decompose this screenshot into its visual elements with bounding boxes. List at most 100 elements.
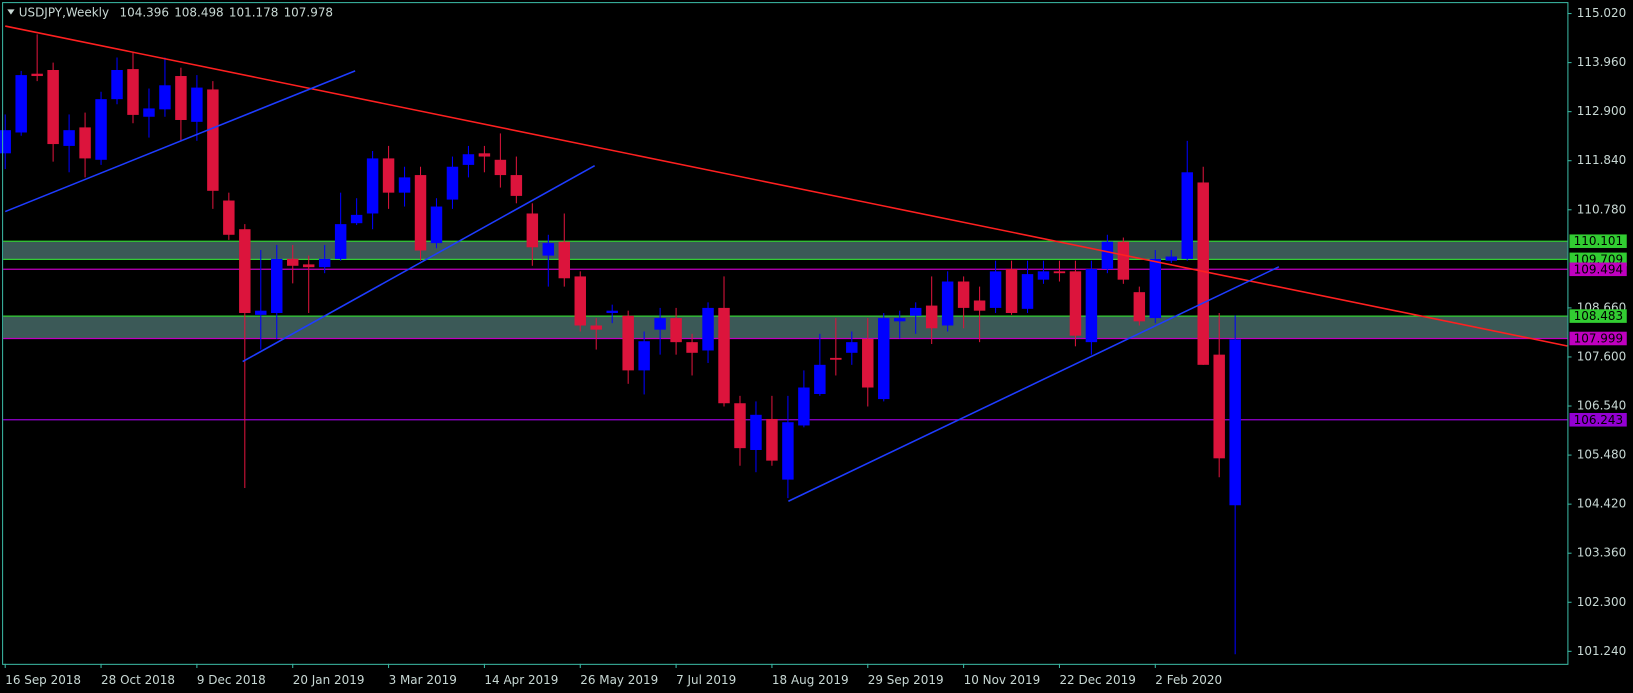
axes: 115.020113.960112.900111.840110.780108.6… (4, 6, 1627, 687)
level-label: 110.101 (1574, 234, 1623, 248)
candle-body (510, 175, 523, 196)
zone (3, 316, 1568, 339)
y-tick-label: 104.420 (1577, 497, 1626, 511)
candle-body (606, 310, 618, 313)
level-label-box (1569, 262, 1627, 277)
candle-body (143, 108, 155, 117)
x-tick-label: 2 Feb 2020 (1155, 673, 1222, 687)
level-label-box (1569, 412, 1627, 427)
candle-body (207, 89, 219, 191)
y-tick-label: 106.540 (1577, 399, 1626, 413)
symbol: USDJPY,Weekly (19, 5, 109, 19)
plot-frame (2, 2, 1569, 665)
header-open: 104.396 (120, 5, 169, 19)
candle-body (239, 229, 251, 313)
zone (3, 241, 1568, 260)
level-label: 109.494 (1574, 262, 1623, 276)
candle-body (941, 281, 954, 326)
y-tick-label: 110.780 (1577, 202, 1626, 216)
candle-body (909, 307, 922, 316)
x-tick-label: 28 Oct 2018 (101, 673, 175, 687)
candle-body (1149, 258, 1162, 319)
x-tick-label: 10 Nov 2019 (964, 673, 1041, 687)
candle-body (1165, 256, 1177, 261)
y-tick-label: 107.600 (1577, 349, 1626, 363)
candle-body (1085, 269, 1098, 343)
y-tick-label: 113.960 (1577, 55, 1626, 69)
candle-body (1229, 339, 1241, 506)
candle-body (782, 422, 794, 480)
candle-body (638, 341, 650, 371)
candle-body (622, 315, 634, 371)
candle-body (1197, 182, 1209, 365)
candle-body (63, 130, 75, 146)
chart-header: USDJPY,Weekly 104.396 108.498 101.178 107.97… (19, 5, 333, 19)
candle-body (862, 338, 874, 388)
candle-body (350, 214, 363, 224)
candle-body (1213, 354, 1225, 459)
candle-body (734, 403, 746, 449)
candle-body (191, 87, 203, 122)
candle-body (893, 318, 906, 322)
candle-body (302, 264, 315, 268)
header-high: 108.498 (174, 5, 223, 19)
candle-body (271, 258, 283, 313)
level-label: 108.483 (1574, 309, 1623, 323)
level-label-box (1569, 331, 1627, 346)
x-tick-label: 29 Sep 2019 (868, 673, 944, 687)
candle-body (334, 224, 347, 259)
candle-body (574, 276, 586, 326)
candle-body (1069, 271, 1082, 336)
candle-body (15, 75, 27, 133)
candle-body (654, 318, 666, 330)
candle-body (47, 70, 59, 145)
candle-body (1133, 292, 1146, 322)
level-label-box (1569, 309, 1627, 323)
candle-body (430, 206, 443, 244)
candle-body (382, 158, 395, 193)
candle-body (0, 130, 11, 154)
zones (3, 241, 1568, 339)
candle-body (1053, 271, 1066, 274)
candle-body (526, 213, 539, 248)
candle-body (814, 364, 826, 394)
candle-body (127, 69, 139, 115)
candle-body (1101, 241, 1114, 270)
y-tick-label: 105.480 (1577, 448, 1626, 462)
candle-body (462, 154, 475, 165)
trend-line (242, 165, 596, 363)
candle-body (686, 342, 698, 353)
candle-body (558, 241, 571, 279)
candle-body (414, 175, 427, 251)
candle-body (1021, 274, 1034, 309)
candle-body (478, 153, 491, 157)
candle-body (957, 281, 970, 308)
candle-body (878, 318, 890, 400)
trend-line (5, 25, 1568, 347)
trend-line (788, 266, 1280, 502)
candle-body (398, 177, 411, 193)
candle-body (1037, 271, 1050, 280)
candle-body (973, 300, 986, 311)
candle-body (175, 76, 187, 120)
x-tick-label: 16 Sep 2018 (5, 673, 81, 687)
menu-arrow[interactable] (7, 9, 15, 15)
y-tick-label: 115.020 (1577, 6, 1626, 20)
y-tick-label: 101.240 (1577, 644, 1626, 658)
candle-body (1181, 172, 1193, 259)
candle-body (718, 307, 730, 404)
x-tick-label: 7 Jul 2019 (676, 673, 736, 687)
level-label: 107.999 (1574, 332, 1623, 346)
trend-line (4, 70, 356, 213)
x-tick-label: 18 Aug 2019 (772, 673, 849, 687)
trend-lines (4, 25, 1568, 502)
candle-body (989, 271, 1002, 308)
candle-body (111, 70, 123, 100)
y-tick-label: 112.900 (1577, 104, 1626, 118)
y-tick-label: 102.300 (1577, 595, 1626, 609)
x-tick-label: 14 Apr 2019 (484, 673, 558, 687)
candle-body (798, 387, 810, 426)
candle-body (590, 325, 602, 330)
